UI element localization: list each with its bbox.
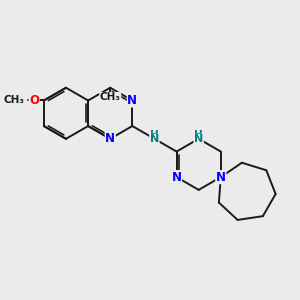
Text: N: N [127,94,137,107]
Text: CH₃: CH₃ [4,95,25,106]
Text: N: N [150,134,159,144]
Text: N: N [105,132,115,145]
Text: N: N [172,171,182,184]
Text: CH₃: CH₃ [100,92,121,102]
Text: N: N [216,171,226,184]
Text: H: H [194,130,203,140]
Text: H: H [150,130,159,140]
Text: N: N [194,134,203,144]
Text: O: O [29,94,39,107]
